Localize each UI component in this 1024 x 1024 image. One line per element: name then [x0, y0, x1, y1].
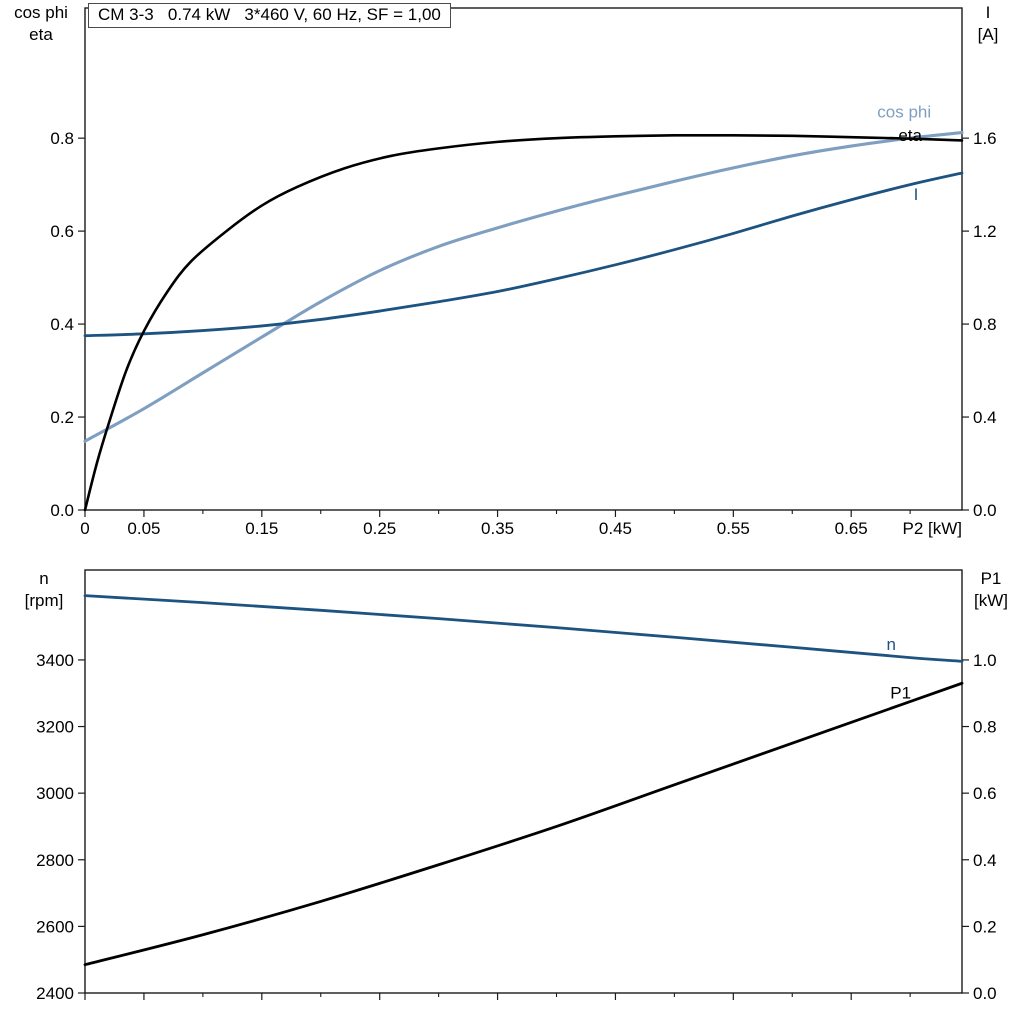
top-left-axis-title: cos phi eta	[2, 2, 80, 46]
y-left-tick-label: 2800	[36, 851, 74, 870]
y-right-tick-label: 1.0	[973, 651, 997, 670]
y-right-tick-label: 0.4	[973, 408, 997, 427]
y-right-tick-label: 0.8	[973, 315, 997, 334]
p1-power-curve-label: P1	[890, 684, 911, 703]
x-tick-label: 0.35	[481, 519, 514, 538]
current-axis-label: I	[985, 3, 991, 22]
eta-curve-label: eta	[898, 126, 922, 145]
x-tick-label: 0.55	[717, 519, 750, 538]
y-left-tick-label: 2600	[36, 917, 74, 936]
p1-axis-label: P1	[980, 569, 1002, 588]
x-tick-label: 0.65	[835, 519, 868, 538]
eta-axis-label: eta	[29, 25, 53, 44]
x-tick-label: 0.25	[363, 519, 396, 538]
y-right-tick-label: 0.2	[973, 917, 997, 936]
plot-frame	[84, 7, 963, 511]
cos-phi-curve-label: cos phi	[877, 103, 931, 122]
y-left-tick-label: 0.8	[50, 129, 74, 148]
y-right-tick-label: 0.0	[973, 984, 997, 1003]
top-right-axis-title: I [A]	[962, 2, 1014, 46]
x-tick-label: 0.05	[127, 519, 160, 538]
cos-phi-axis-label: cos phi	[14, 3, 68, 22]
x-axis-label: P2 [kW]	[902, 519, 962, 538]
bottom-left-axis-title: n [rpm]	[6, 568, 82, 612]
bottom-right-axis-title: P1 [kW]	[963, 568, 1019, 612]
speed-curve-label: n	[887, 635, 896, 654]
x-tick-label: 0.15	[245, 519, 278, 538]
p1-axis-unit: [kW]	[974, 591, 1008, 610]
x-tick-label: 0	[80, 519, 89, 538]
eta-curve	[83, 133, 964, 512]
current-curve-label: I	[914, 185, 919, 204]
y-right-tick-label: 0.8	[973, 718, 997, 737]
y-left-tick-label: 0.6	[50, 222, 74, 241]
y-right-tick-label: 0.0	[973, 501, 997, 520]
y-right-tick-label: 1.6	[973, 129, 997, 148]
plot-frame	[84, 569, 963, 994]
current-axis-unit: [A]	[977, 25, 999, 44]
chart-title: CM 3-3 0.74 kW 3*460 V, 60 Hz, SF = 1,00	[88, 3, 451, 28]
y-right-tick-label: 1.2	[973, 222, 997, 241]
cos-phi-curve	[83, 131, 964, 443]
speed-curve	[83, 594, 964, 663]
speed-axis-unit: [rpm]	[24, 591, 64, 610]
y-right-tick-label: 0.4	[973, 851, 997, 870]
p1-power-curve	[83, 681, 964, 967]
y-left-tick-label: 0.4	[50, 315, 74, 334]
y-left-tick-label: 0.2	[50, 408, 74, 427]
y-left-tick-label: 2400	[36, 984, 74, 1003]
y-right-tick-label: 0.6	[973, 784, 997, 803]
speed-axis-label: n	[39, 569, 49, 588]
y-left-tick-label: 3400	[36, 651, 74, 670]
y-left-tick-label: 3000	[36, 784, 74, 803]
x-tick-label: 0.45	[599, 519, 632, 538]
y-left-tick-label: 0.0	[50, 501, 74, 520]
y-left-tick-label: 3200	[36, 718, 74, 737]
current-curve	[83, 171, 964, 338]
